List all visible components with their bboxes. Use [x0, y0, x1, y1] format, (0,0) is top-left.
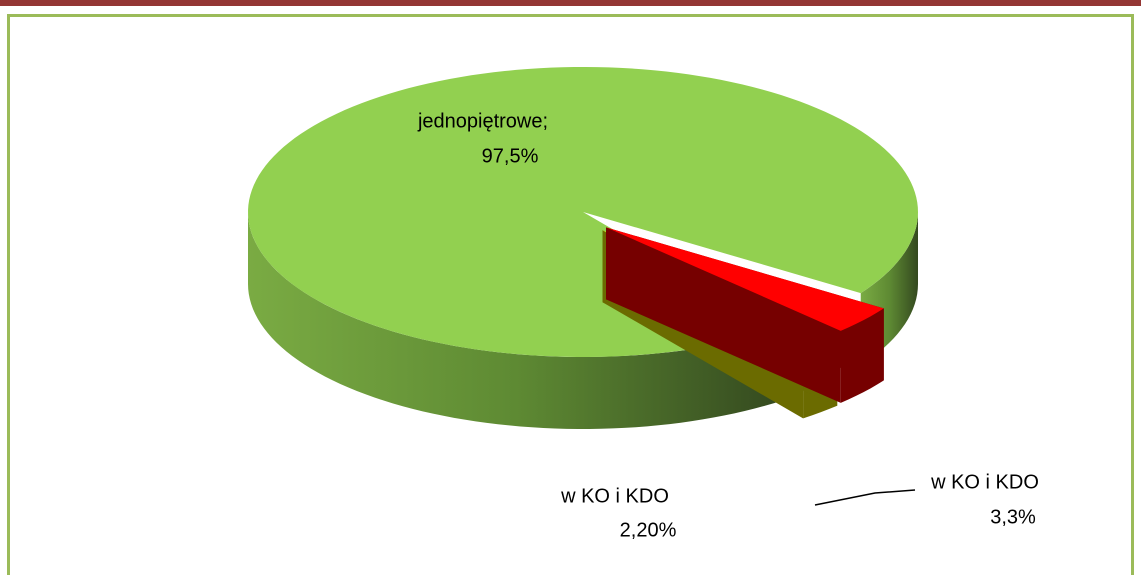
slice-side: [248, 212, 784, 429]
pie: [248, 67, 918, 429]
data-label-value: 97,5%: [482, 145, 539, 167]
data-label-value: 2,20%: [620, 519, 677, 541]
data-label-name: w KO i KDO: [930, 471, 1039, 493]
leader-line: [814, 489, 916, 506]
top-bar: [0, 0, 1141, 6]
data-label-name: w KO i KDO: [560, 485, 669, 507]
data-label-value: 3,3%: [990, 506, 1036, 528]
slice: [606, 227, 884, 331]
slice-face: [606, 227, 841, 403]
slice: [248, 67, 918, 357]
labels: jednopiętrowe; 97,5% w KO i KDO 2,20% w KO i…: [417, 110, 1039, 541]
data-label-name: jednopiętrowe;: [417, 110, 548, 132]
